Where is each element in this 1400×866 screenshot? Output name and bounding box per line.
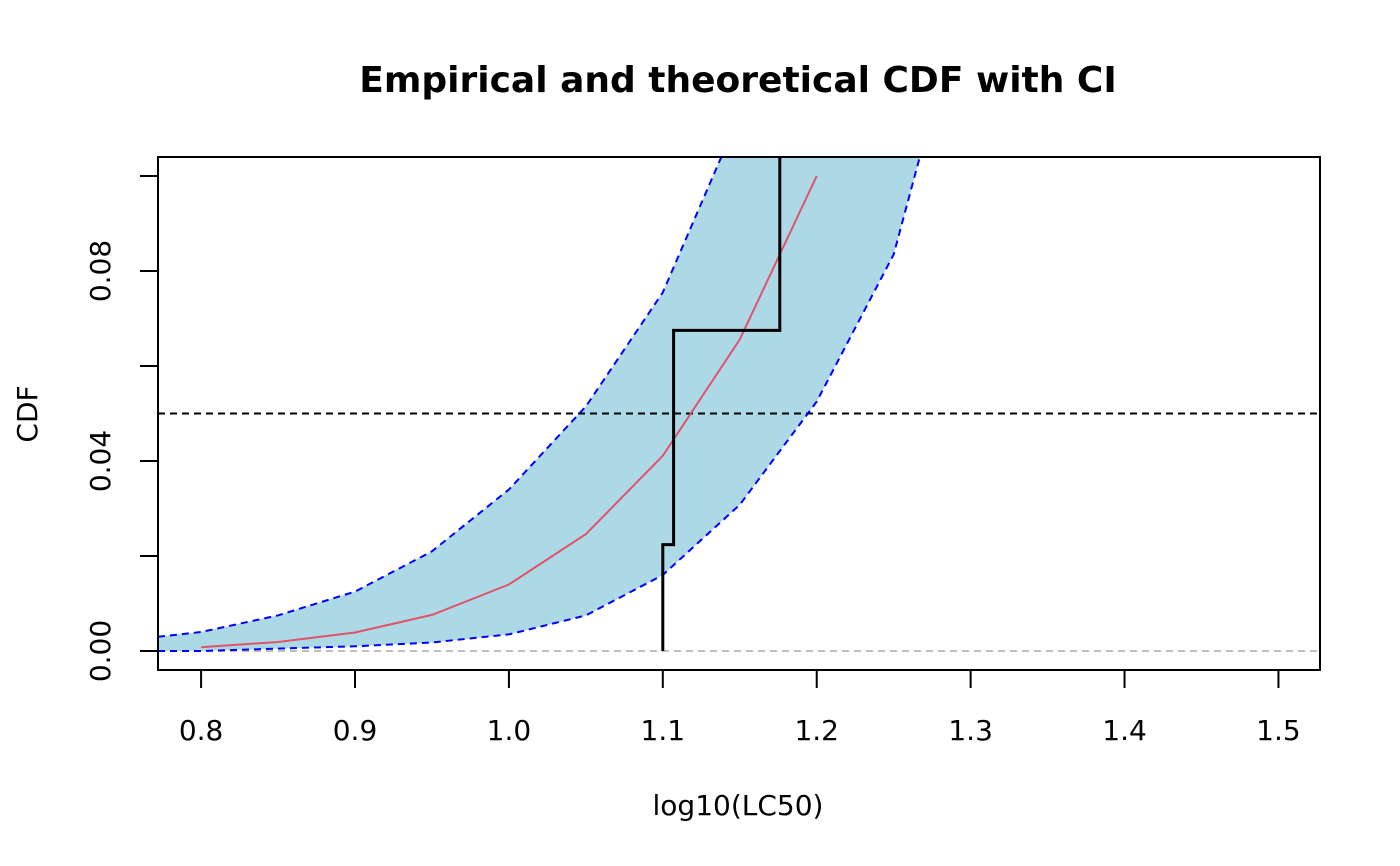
y-tick-label: 0.08 [84,240,117,302]
x-tick-label: 1.4 [1102,714,1147,747]
plot-content [158,157,1320,652]
x-tick-label: 0.9 [333,714,378,747]
x-tick-label: 1.0 [487,714,532,747]
y-tick-label: 0.04 [84,430,117,492]
x-tick-label: 1.3 [948,714,993,747]
x-tick-label: 1.2 [794,714,839,747]
x-axis-label: log10(LC50) [653,789,824,822]
plot-area: 0.8 0.9 1.0 1.1 1.2 1.3 1.4 1.5 0.00 0.04 0.08 [84,156,1321,747]
x-tick-label: 1.5 [1256,714,1301,747]
y-tick-label: 0.00 [84,620,117,682]
empirical-cdf-step [661,157,782,651]
ci-upper-line [158,157,723,638]
x-tick-label: 1.1 [641,714,686,747]
theoretical-cdf-line [201,175,818,649]
ci-band-fill [158,157,920,651]
x-tick-label: 0.8 [179,714,224,747]
chart-title: Empirical and theoretical CDF with CI [359,60,1116,101]
plot-frame [157,156,1321,671]
y-axis-label: CDF [11,385,44,442]
